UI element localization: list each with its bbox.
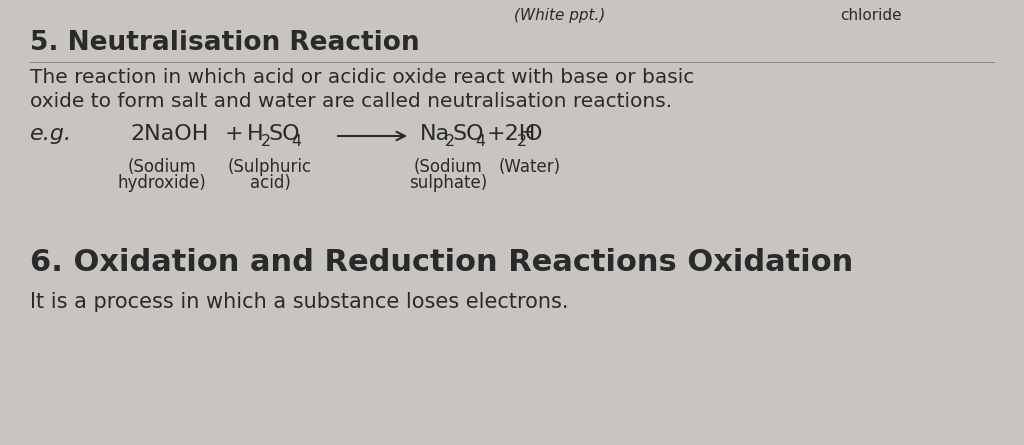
Text: sulphate): sulphate) [409,174,487,192]
Text: (Sodium: (Sodium [128,158,197,176]
Text: 4: 4 [475,134,485,149]
Text: e.g.: e.g. [30,124,72,144]
Text: oxide to form salt and water are called neutralisation reactions.: oxide to form salt and water are called … [30,92,672,111]
Text: The reaction in which acid or acidic oxide react with base or basic: The reaction in which acid or acidic oxi… [30,68,694,87]
Text: Na: Na [420,124,451,144]
Text: (Water): (Water) [499,158,561,176]
Text: (Sulphuric: (Sulphuric [228,158,312,176]
Text: 2: 2 [517,134,527,149]
Text: 2: 2 [445,134,455,149]
Text: O: O [525,124,543,144]
Text: It is a process in which a substance loses electrons.: It is a process in which a substance los… [30,292,568,312]
Text: acid): acid) [250,174,291,192]
Text: 4: 4 [291,134,301,149]
Text: SO: SO [269,124,301,144]
Text: +2H: +2H [487,124,537,144]
Text: SO: SO [453,124,484,144]
Text: (Sodium: (Sodium [414,158,482,176]
Text: 6. Oxidation and Reduction Reactions Oxidation: 6. Oxidation and Reduction Reactions Oxi… [30,248,853,277]
Text: (White ppt.): (White ppt.) [514,8,605,23]
Text: +: + [225,124,244,144]
Text: chloride: chloride [840,8,901,23]
Text: 2NaOH: 2NaOH [130,124,208,144]
Text: hydroxide): hydroxide) [118,174,207,192]
Text: H: H [247,124,263,144]
Text: 2: 2 [261,134,271,149]
Text: 5. Neutralisation Reaction: 5. Neutralisation Reaction [30,30,420,56]
